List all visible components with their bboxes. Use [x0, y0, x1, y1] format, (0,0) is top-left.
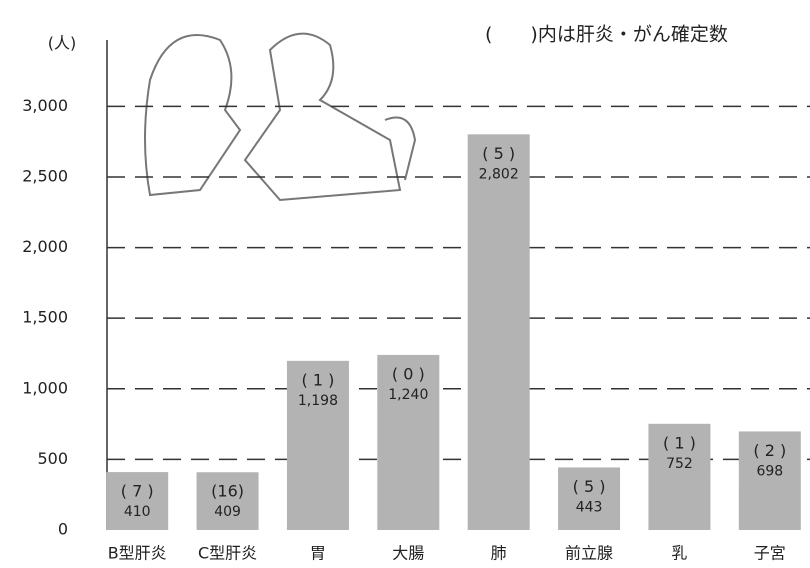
x-tick-label: 乳 [671, 544, 687, 563]
value-label: 409 [214, 504, 241, 520]
y-axis-label: (人) [48, 34, 77, 53]
value-label: 698 [756, 463, 783, 479]
x-tick-label: 胃 [310, 544, 326, 563]
page: {"chart_data": {"type": "bar", "note": "… [0, 0, 810, 568]
value-label: 2,802 [479, 166, 519, 182]
confirmed-label: ( 1 ) [663, 433, 696, 452]
confirmed-label: ( 2 ) [753, 441, 786, 460]
x-tick-label: 前立腺 [565, 544, 613, 563]
x-tick-label: 肺 [491, 544, 507, 563]
chart: ( )内は肝炎・がん確定数 (人) 0 500 1,000 1,500 2,000 2,5… [0, 0, 810, 568]
value-label: 410 [124, 504, 151, 520]
x-tick-label: C型肝炎 [198, 544, 257, 563]
x-tick-label: B型肝炎 [108, 544, 167, 563]
value-label: 1,240 [388, 387, 428, 403]
x-tick-label: 子宮 [754, 544, 786, 563]
confirmed-label: ( 0 ) [392, 364, 425, 383]
value-label: 752 [666, 456, 693, 472]
x-tick-label: 大腸 [392, 544, 424, 563]
bar [468, 134, 530, 530]
note: ( )内は肝炎・がん確定数 [485, 24, 728, 46]
confirmed-label: ( 5 ) [573, 477, 606, 496]
value-label: 443 [576, 499, 603, 515]
y-tick-label: 2,000 [22, 237, 68, 256]
y-tick-label: 500 [37, 449, 68, 468]
y-tick-label: 1,000 [22, 378, 68, 397]
y-tick-label: 1,500 [22, 308, 68, 327]
y-tick-label: 0 [58, 520, 68, 539]
illustration [145, 34, 415, 200]
y-tick-label: 2,500 [22, 166, 68, 185]
confirmed-label: ( 5 ) [482, 144, 515, 163]
y-tick-label: 3,000 [22, 96, 68, 115]
confirmed-label: ( 7 ) [121, 482, 154, 501]
confirmed-label: (16) [211, 482, 244, 501]
value-label: 1,198 [298, 393, 338, 409]
confirmed-label: ( 1 ) [302, 370, 335, 389]
